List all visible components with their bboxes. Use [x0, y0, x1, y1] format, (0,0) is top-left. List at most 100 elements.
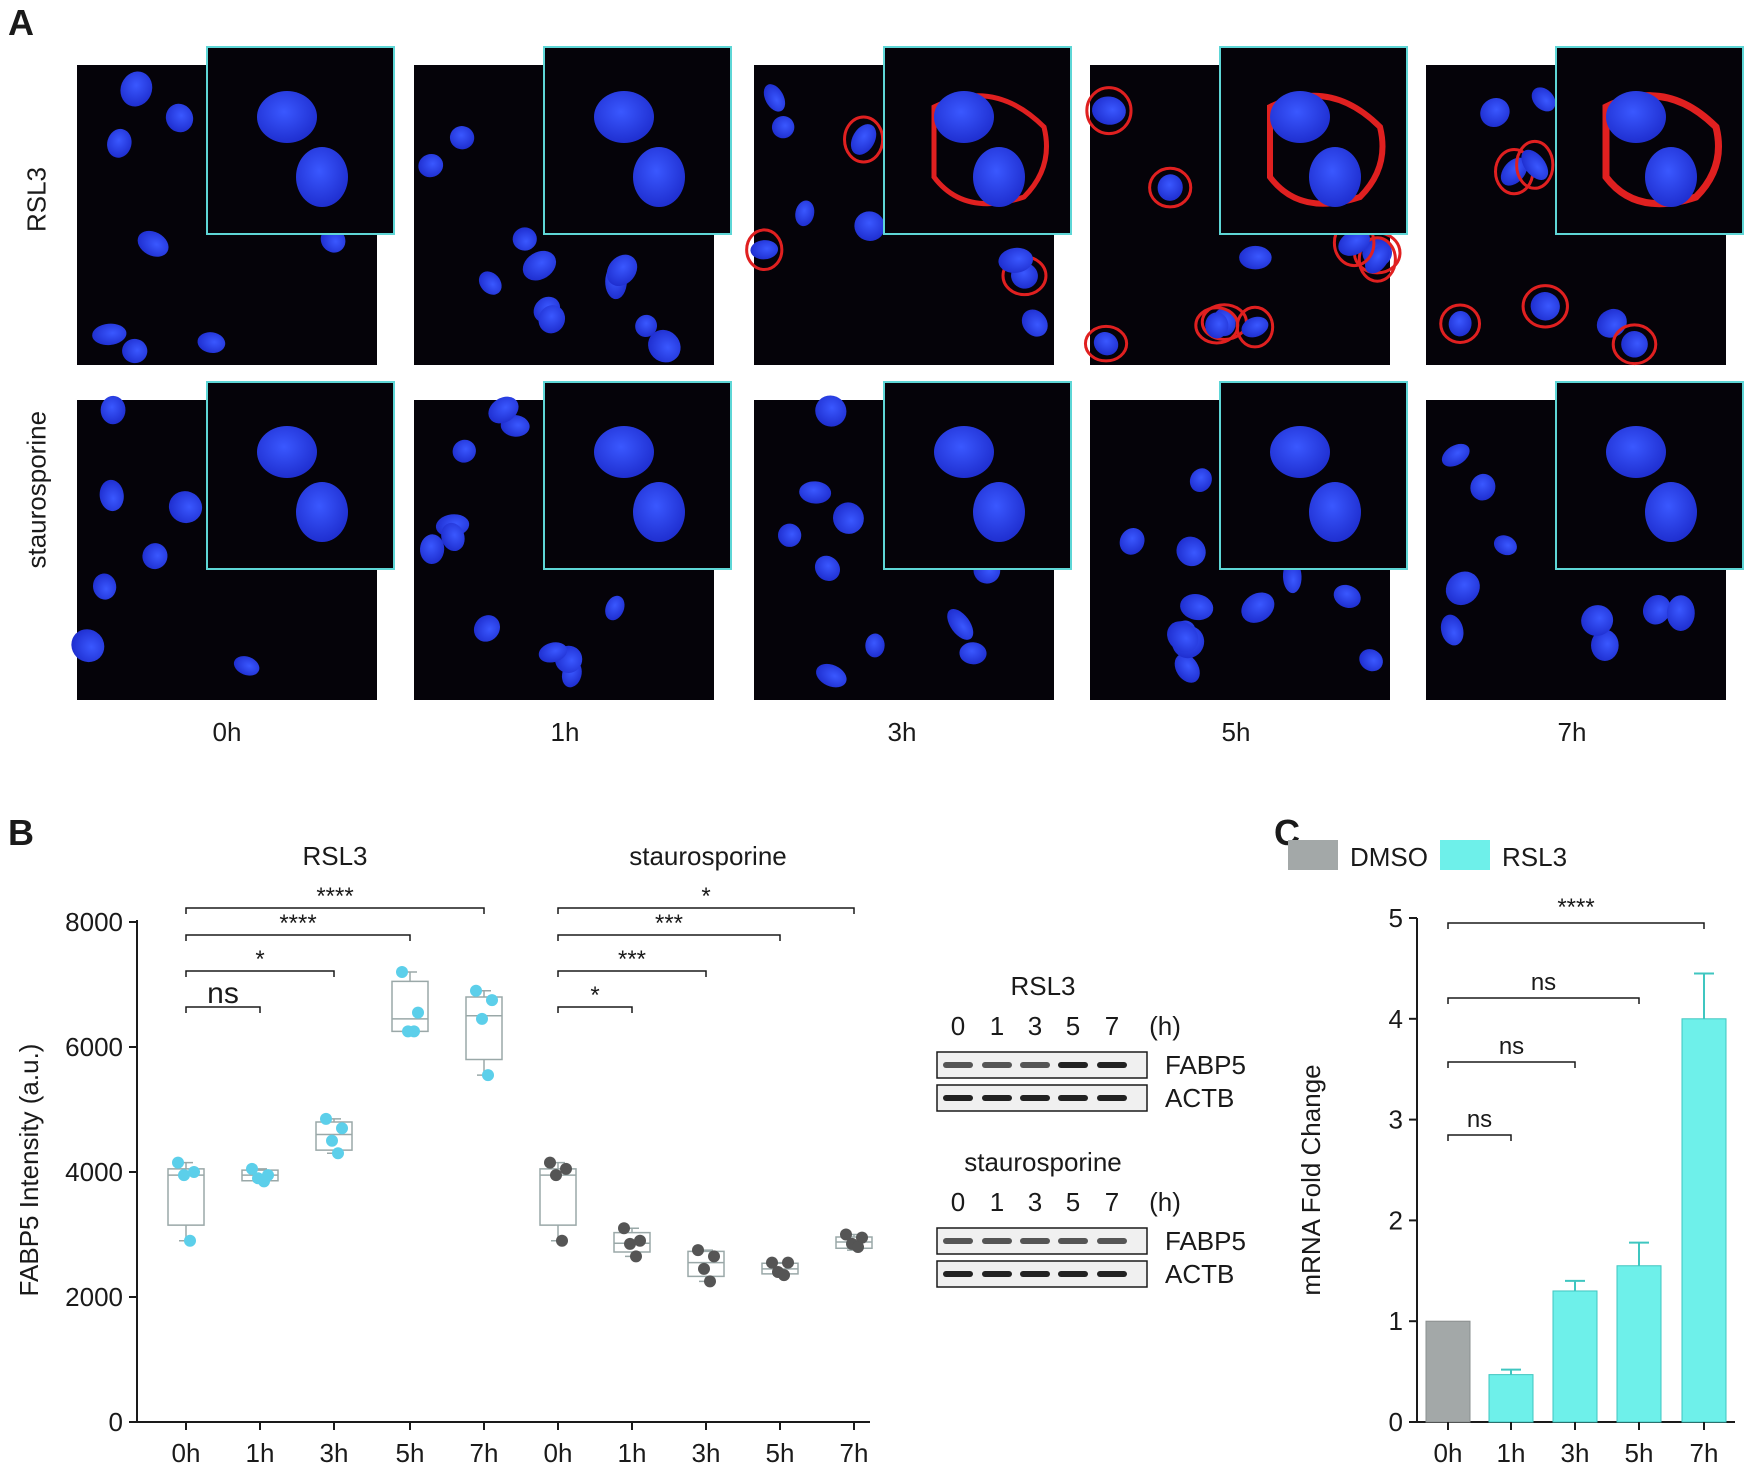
nucleus [750, 240, 779, 260]
nucleus [1093, 331, 1119, 356]
inset-nucleus [633, 147, 685, 207]
nucleus [799, 481, 832, 504]
nucleus [137, 230, 169, 257]
x-tick-label: 1h [618, 1438, 647, 1468]
bar [1425, 1320, 1471, 1423]
nucleus [1092, 96, 1126, 125]
box-staurosporine-0h [539, 1156, 577, 1247]
magnified-inset [543, 46, 732, 235]
data-point [336, 1122, 348, 1135]
box-staurosporine-5h [761, 1256, 799, 1282]
timepoint-label-0h: 0h [212, 717, 242, 747]
inset-nucleus [257, 426, 317, 478]
significance-label: **** [1557, 894, 1594, 921]
bar-5h [1616, 1241, 1662, 1423]
inset-frame [883, 46, 1072, 235]
data-point [246, 1162, 258, 1175]
x-tick-label: 0h [1434, 1438, 1463, 1468]
inset-frame [1219, 381, 1408, 570]
x-tick-label: 0h [172, 1438, 201, 1468]
panel-b-letter: B [8, 812, 34, 853]
data-point [856, 1231, 868, 1244]
nucleus [635, 314, 658, 338]
nucleus [142, 543, 168, 570]
timepoint-label-3h: 3h [887, 717, 917, 747]
fabp5-cell-outline [1357, 236, 1397, 283]
nucleus [512, 227, 537, 251]
inset-nucleus [1645, 147, 1697, 207]
inset-nucleus [1606, 426, 1666, 478]
nucleus [168, 491, 203, 524]
inset-nucleus [594, 426, 654, 478]
nucleus [418, 154, 444, 178]
box-staurosporine-1h [613, 1222, 651, 1263]
blot-lane-label: 3 [1028, 1011, 1042, 1041]
data-point [188, 1166, 200, 1178]
nucleus [1642, 594, 1671, 625]
significance-label: ns [207, 977, 239, 1010]
data-point [544, 1156, 556, 1169]
box-rsl3-1h [241, 1162, 279, 1188]
data-point [172, 1156, 184, 1169]
blot-band-label: FABP5 [1165, 1050, 1246, 1080]
blot-title: RSL3 [1010, 971, 1075, 1001]
inset-nucleus [1645, 482, 1697, 542]
nucleus [522, 250, 557, 281]
y-tick-label: 1 [1389, 1306, 1403, 1336]
nucleus [1445, 571, 1480, 606]
nucleus [1338, 229, 1370, 256]
bar-1h [1488, 1368, 1534, 1423]
nucleus [763, 84, 786, 112]
micrograph-rsl3-7h [1426, 46, 1744, 366]
data-point [624, 1237, 636, 1250]
nucleus [1621, 330, 1648, 358]
nucleus [1180, 593, 1214, 621]
nucleus [107, 128, 132, 158]
nucleus [947, 608, 974, 640]
inset-frame [1555, 381, 1744, 570]
fabp5-cell-outline [1611, 323, 1658, 366]
significance-bracket [1447, 922, 1705, 929]
x-tick-label: 3h [320, 1438, 349, 1468]
nucleus [1021, 309, 1048, 337]
nucleus [488, 396, 519, 424]
nucleus [1119, 528, 1145, 555]
nucleus [538, 642, 568, 663]
data-point [184, 1234, 196, 1247]
nucleus [648, 329, 681, 363]
legend-swatch-dmso [1288, 840, 1338, 870]
significance-label: ns [1531, 969, 1556, 996]
nucleus [1157, 174, 1183, 201]
data-point [396, 966, 408, 978]
nucleus [998, 247, 1033, 273]
micrograph-rsl3-1h [414, 46, 732, 365]
fabp5-membrane [931, 93, 1049, 207]
significance-label: * [255, 946, 264, 973]
blot-unit-label: (h) [1149, 1187, 1181, 1217]
significance-bracket [185, 970, 335, 977]
nucleus [120, 71, 153, 107]
nucleus [1470, 473, 1496, 501]
blot-band-label: ACTB [1165, 1259, 1234, 1289]
blot-lane-label: 3 [1028, 1187, 1042, 1217]
blot-band [943, 1095, 973, 1101]
significance-bracket [1447, 997, 1640, 1004]
legend-label-dmso: DMSO [1350, 842, 1428, 872]
data-point [412, 1006, 424, 1019]
blot-band-label: FABP5 [1165, 1226, 1246, 1256]
data-point [634, 1234, 646, 1247]
data-point [852, 1241, 864, 1253]
inset-nucleus [296, 147, 348, 207]
nucleus [865, 633, 885, 658]
inset-nucleus [973, 147, 1025, 207]
blot-band-label: ACTB [1165, 1083, 1234, 1113]
nucleus [92, 323, 127, 346]
data-point [482, 1069, 494, 1082]
data-point [782, 1256, 794, 1269]
y-axis-label: FABP5 Intensity (a.u.) [14, 1044, 44, 1297]
significance-label: * [701, 883, 710, 910]
data-point [704, 1275, 716, 1288]
nucleus [1666, 595, 1695, 631]
blot-band [1058, 1238, 1088, 1244]
nucleus [1521, 149, 1549, 180]
